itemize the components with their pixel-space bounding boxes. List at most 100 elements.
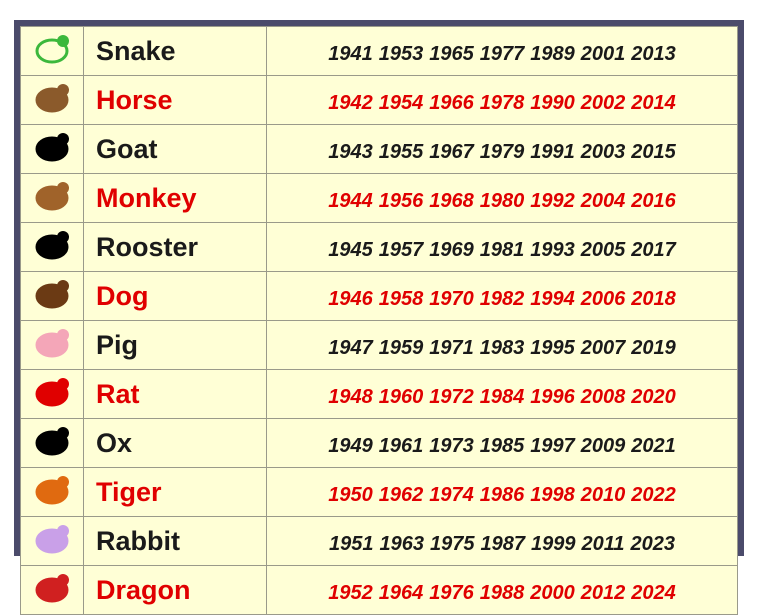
animal-name: Rooster [83, 222, 267, 272]
year: 2012 [580, 581, 626, 604]
year: 2005 [580, 238, 626, 261]
animal-icon [35, 181, 69, 210]
icon-cell [20, 271, 84, 321]
years-cell: 1943 1955 1967 1979 1991 2003 2015 [266, 124, 738, 174]
years-cell: 1941 1953 1965 1977 1989 2001 2013 [266, 26, 738, 76]
year: 1963 [379, 532, 424, 555]
year: 1973 [429, 434, 474, 457]
year: 1981 [479, 238, 525, 261]
years-cell: 1949 1961 1973 1985 1997 2009 2021 [266, 418, 738, 468]
row: Pig 1947 1959 1971 1983 1995 2007 2019 [20, 320, 738, 370]
year: 1960 [378, 385, 424, 408]
year: 2020 [631, 385, 676, 408]
animal-icon [35, 377, 69, 406]
year: 1959 [378, 336, 424, 359]
year: 1993 [530, 238, 575, 261]
animal-icon [35, 34, 69, 63]
year: 2022 [631, 483, 676, 506]
icon-cell [20, 418, 84, 468]
year: 1968 [429, 189, 474, 212]
year: 2014 [631, 91, 676, 114]
animal-icon [35, 426, 69, 455]
row: Tiger 1950 1962 1974 1986 1998 2010 2022 [20, 467, 738, 517]
year: 1995 [530, 336, 575, 359]
year: 1948 [328, 385, 373, 408]
years-cell: 1950 1962 1974 1986 1998 2010 2022 [266, 467, 738, 517]
year: 1999 [530, 532, 576, 555]
year: 1982 [479, 287, 525, 310]
animal-name: Snake [83, 26, 267, 76]
years-cell: 1942 1954 1966 1978 1990 2002 2014 [266, 75, 738, 125]
year: 2002 [580, 91, 626, 114]
row: Monkey 1944 1956 1968 1980 1992 2004 2016 [20, 173, 738, 223]
year: 1977 [479, 42, 525, 65]
animal-name: Ox [83, 418, 267, 468]
icon-cell [20, 565, 84, 615]
animal-icon [35, 328, 69, 357]
year: 1961 [378, 434, 424, 457]
year: 1958 [378, 287, 424, 310]
year: 1946 [328, 287, 373, 310]
year: 1957 [378, 238, 424, 261]
year: 1956 [378, 189, 424, 212]
year: 1951 [328, 532, 374, 555]
icon-cell [20, 320, 84, 370]
year: 2016 [631, 189, 676, 212]
year: 1971 [429, 336, 474, 359]
animal-name: Tiger [83, 467, 267, 517]
years-cell: 1946 1958 1970 1982 1994 2006 2018 [266, 271, 738, 321]
year: 1992 [530, 189, 575, 212]
row: Dog 1946 1958 1970 1982 1994 2006 2018 [20, 271, 738, 321]
icon-cell [20, 124, 84, 174]
row: Ox 1949 1961 1973 1985 1997 2009 2021 [20, 418, 738, 468]
animal-icon [35, 573, 69, 602]
year: 2024 [631, 581, 676, 604]
year: 1998 [530, 483, 575, 506]
year: 1967 [429, 140, 474, 163]
year: 1978 [479, 91, 525, 114]
year: 2009 [580, 434, 626, 457]
year: 1970 [429, 287, 474, 310]
animal-name: Rabbit [83, 516, 267, 566]
year: 2017 [631, 238, 676, 261]
animal-icon [35, 230, 69, 259]
row: Rabbit 1951 1963 1975 1987 1999 2011 2023 [20, 516, 738, 566]
year: 1953 [378, 42, 424, 65]
page: Snake 1941 1953 1965 1977 1989 2001 2013 Horse 19… [14, 20, 744, 615]
years-cell: 1952 1964 1976 1988 2000 2012 2024 [266, 565, 738, 615]
year: 1994 [530, 287, 575, 310]
years-cell: 1947 1959 1971 1983 1995 2007 2019 [266, 320, 738, 370]
animal-icon [35, 132, 69, 161]
year: 2001 [580, 42, 626, 65]
year: 1989 [530, 42, 575, 65]
years-cell: 1945 1957 1969 1981 1993 2005 2017 [266, 222, 738, 272]
year: 1964 [378, 581, 424, 604]
year: 1985 [479, 434, 525, 457]
year: 1952 [328, 581, 373, 604]
year: 1990 [530, 91, 575, 114]
year: 2013 [631, 42, 676, 65]
icon-cell [20, 467, 84, 517]
animal-icon [35, 279, 69, 308]
year: 1945 [328, 238, 373, 261]
animal-icon [35, 475, 69, 504]
year: 1950 [328, 483, 373, 506]
year: 1943 [328, 140, 373, 163]
year: 1986 [479, 483, 525, 506]
year: 1976 [429, 581, 474, 604]
year: 2021 [631, 434, 676, 457]
zodiac-table: Snake 1941 1953 1965 1977 1989 2001 2013 Horse 19… [20, 26, 738, 615]
animal-icon [35, 83, 69, 112]
year: 1962 [378, 483, 424, 506]
row: Rat 1948 1960 1972 1984 1996 2008 2020 [20, 369, 738, 419]
year: 2023 [630, 532, 676, 555]
year: 1983 [479, 336, 525, 359]
year: 1942 [328, 91, 373, 114]
year: 1980 [479, 189, 525, 212]
year: 1991 [530, 140, 575, 163]
row: Rooster 1945 1957 1969 1981 1993 2005 2017 [20, 222, 738, 272]
year: 1974 [429, 483, 474, 506]
year: 1975 [429, 532, 475, 555]
year: 1996 [530, 385, 575, 408]
year: 1997 [530, 434, 575, 457]
